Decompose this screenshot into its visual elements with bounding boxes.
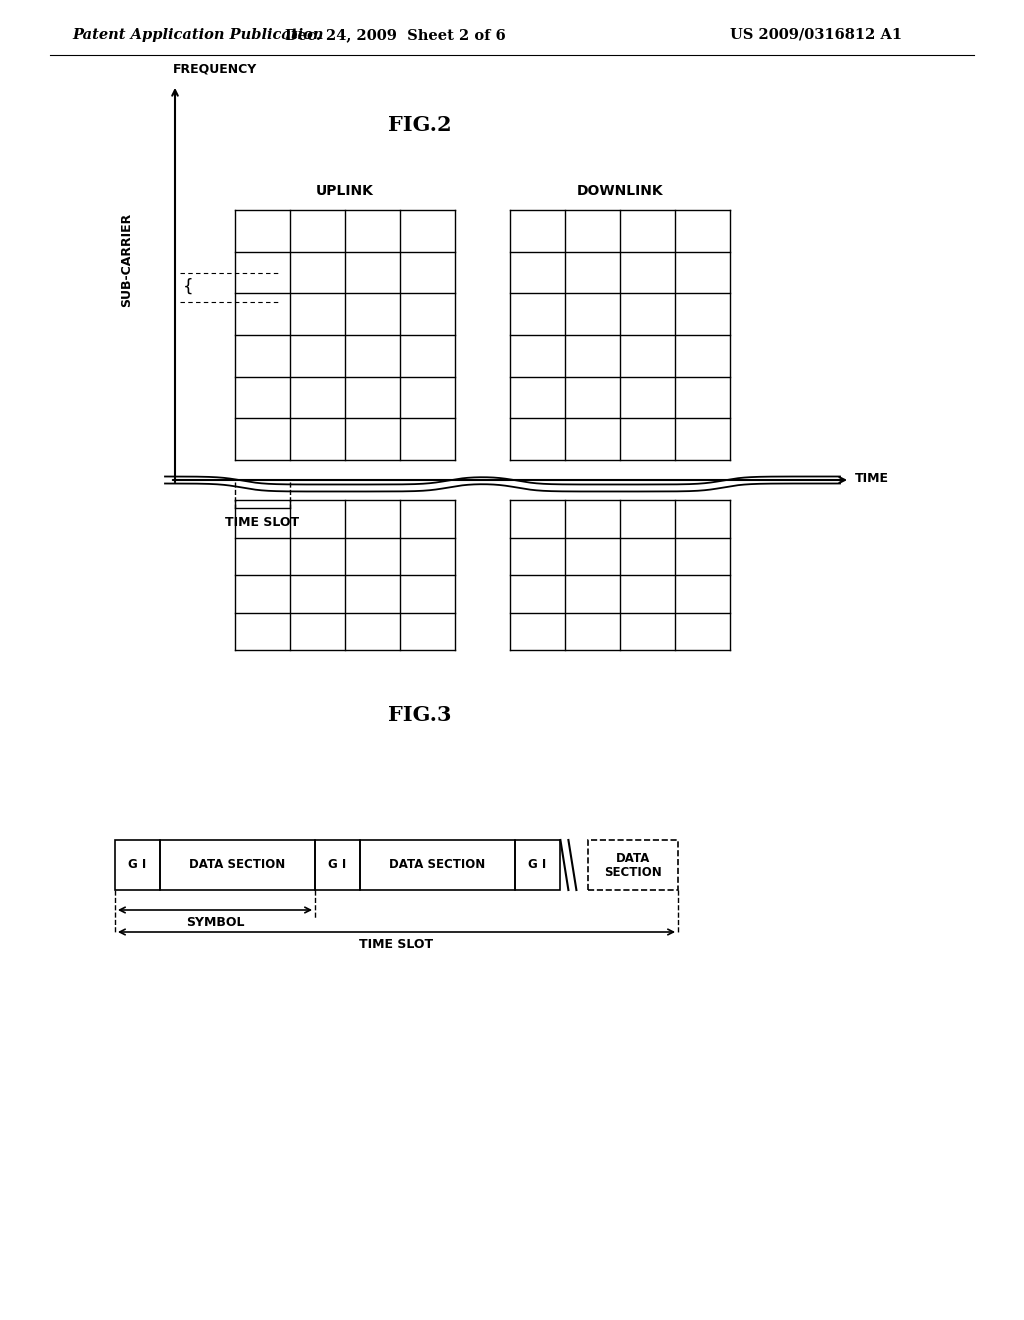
Text: FIG.3: FIG.3 bbox=[388, 705, 452, 725]
Text: G I: G I bbox=[329, 858, 347, 871]
Bar bbox=[315, 840, 360, 890]
Text: DATA: DATA bbox=[615, 851, 650, 865]
Bar bbox=[360, 840, 515, 890]
Text: SECTION: SECTION bbox=[604, 866, 662, 879]
Text: FIG.2: FIG.2 bbox=[388, 115, 452, 135]
Text: SUB-CARRIER: SUB-CARRIER bbox=[121, 213, 133, 308]
Text: US 2009/0316812 A1: US 2009/0316812 A1 bbox=[730, 28, 902, 42]
Text: G I: G I bbox=[128, 858, 146, 871]
Text: SYMBOL: SYMBOL bbox=[185, 916, 245, 929]
Text: TIME SLOT: TIME SLOT bbox=[225, 516, 300, 529]
Text: {: { bbox=[183, 279, 194, 296]
Text: DATA SECTION: DATA SECTION bbox=[389, 858, 485, 871]
Bar bbox=[160, 840, 315, 890]
Bar bbox=[588, 840, 678, 890]
Text: FREQUENCY: FREQUENCY bbox=[173, 62, 257, 75]
Text: UPLINK: UPLINK bbox=[316, 183, 374, 198]
Text: Patent Application Publication: Patent Application Publication bbox=[72, 28, 324, 42]
Text: DATA SECTION: DATA SECTION bbox=[189, 858, 286, 871]
Text: G I: G I bbox=[528, 858, 547, 871]
Text: Dec. 24, 2009  Sheet 2 of 6: Dec. 24, 2009 Sheet 2 of 6 bbox=[285, 28, 506, 42]
Text: TIME SLOT: TIME SLOT bbox=[359, 939, 433, 950]
Text: TIME: TIME bbox=[855, 471, 889, 484]
Text: DOWNLINK: DOWNLINK bbox=[577, 183, 664, 198]
Bar bbox=[515, 840, 560, 890]
Bar bbox=[115, 840, 160, 890]
